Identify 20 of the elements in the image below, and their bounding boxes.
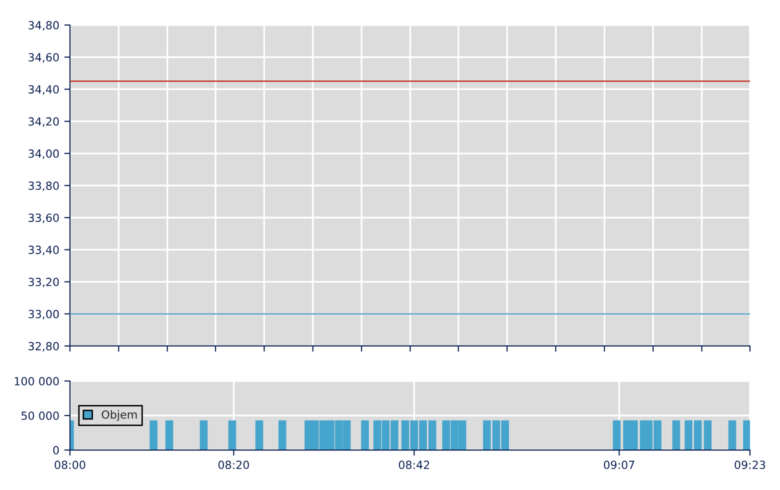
y-tick-label: 33,40 bbox=[28, 246, 59, 256]
legend-label: Objem bbox=[102, 410, 137, 421]
x-tick-label: 09:07 bbox=[604, 460, 634, 470]
y-tick-label: 100 000 bbox=[14, 377, 59, 386]
x-tick-label: 09:23 bbox=[734, 460, 766, 470]
y-tick-label: 33,80 bbox=[28, 181, 59, 192]
y-tick-label: 34,00 bbox=[28, 149, 59, 159]
y-tick-label: 33,60 bbox=[28, 214, 59, 224]
y-tick-label: 33,00 bbox=[28, 310, 59, 320]
x-tick-label: 08:20 bbox=[218, 460, 249, 470]
y-tick-label: 32,80 bbox=[28, 342, 59, 352]
x-tick-label: 08:00 bbox=[54, 460, 86, 470]
y-tick-label: 33,20 bbox=[28, 278, 59, 288]
y-tick-label: 0 bbox=[53, 446, 59, 454]
y-tick-label: 50 000 bbox=[22, 411, 59, 420]
y-tick-label: 34,60 bbox=[28, 53, 59, 63]
x-tick-label: 08:42 bbox=[398, 460, 430, 470]
y-tick-label: 34,20 bbox=[28, 117, 59, 127]
y-tick-label: 34,80 bbox=[28, 21, 59, 31]
y-tick-label: 34,40 bbox=[28, 85, 59, 95]
